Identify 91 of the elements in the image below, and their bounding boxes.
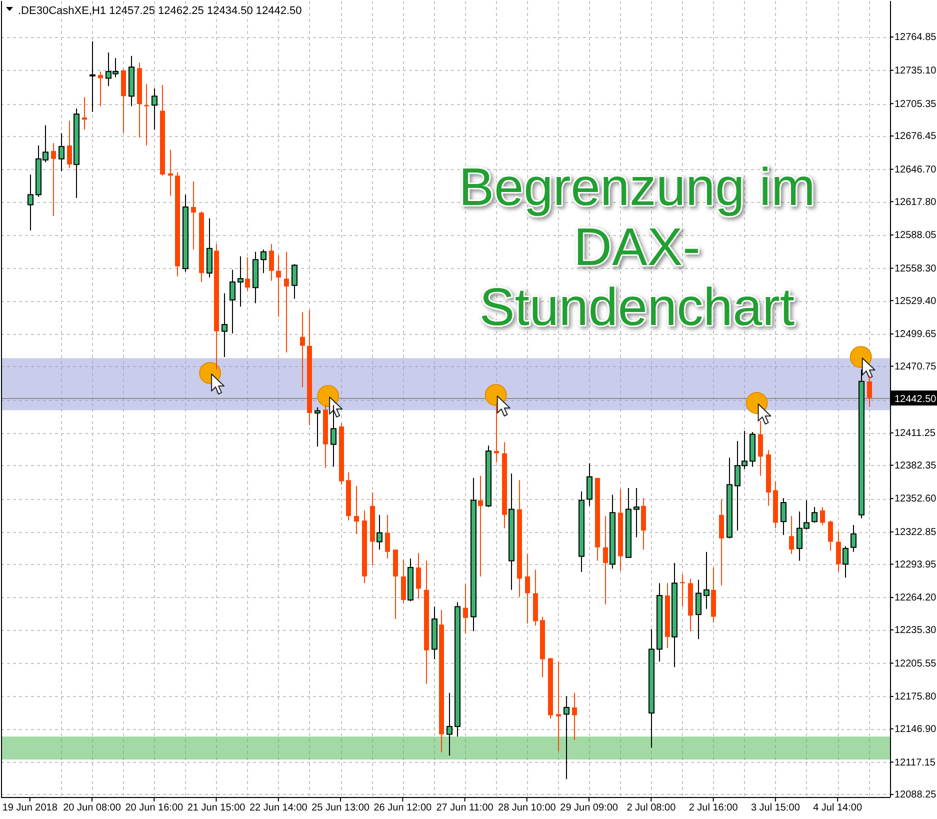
x-tick-label: 2 Jul 08:00 (626, 802, 676, 814)
candlestick (842, 546, 848, 578)
x-tick-label: 21 Jun 15:00 (187, 802, 246, 814)
y-tick-label: 12322.85 (894, 527, 937, 538)
candlestick (758, 420, 763, 476)
candlestick (152, 88, 158, 130)
candlestick (572, 692, 577, 740)
y-tick-label: 12175.80 (894, 692, 937, 703)
y-tick-label: 12735.10 (894, 66, 937, 76)
candlestick (28, 174, 34, 232)
candlestick (836, 531, 841, 572)
x-tick-label: 4 Jul 14:00 (813, 802, 862, 814)
candlestick (446, 692, 452, 756)
candlestick (284, 251, 289, 354)
candlestick (812, 506, 818, 524)
candlestick (416, 552, 421, 600)
candlestick (98, 71, 103, 107)
x-tick-label: 29 Jun 09:00 (560, 802, 618, 814)
candlestick (269, 243, 274, 282)
candlestick (51, 142, 56, 216)
candlestick (586, 462, 592, 506)
y-tick-label: 12588.05 (894, 230, 937, 242)
candlestick (820, 506, 825, 526)
y-tick-label: 12529.40 (894, 296, 937, 307)
candlestick (354, 485, 359, 534)
y-tick-label: 12558.30 (894, 263, 937, 274)
annotation: Begrenzung im DAX- Stundenchart (458, 158, 816, 337)
candlestick (144, 83, 149, 146)
candlestick (780, 498, 786, 536)
candlestick (260, 249, 266, 274)
candlestick (314, 406, 320, 448)
x-tick-label: 25 Jun 13:00 (312, 802, 370, 814)
candlestick (828, 520, 833, 552)
y-tick-label: 12382.35 (894, 460, 937, 472)
candlestick (478, 475, 483, 577)
candlestick (245, 256, 250, 292)
y-tick-label: 12146.90 (894, 724, 937, 736)
candlestick (401, 559, 406, 604)
candlestick (525, 554, 530, 624)
x-tick-label: 28 Jun 10:00 (498, 802, 556, 814)
candlestick (719, 498, 724, 586)
candlestick (90, 40, 96, 112)
candlestick (376, 514, 382, 550)
candlestick (58, 132, 64, 172)
x-tick-label: 20 Jun 08:00 (63, 802, 122, 814)
candlestick (634, 488, 640, 538)
candlestick (850, 524, 856, 552)
candlestick (238, 256, 244, 308)
y-tick-label: 12764.85 (894, 32, 937, 44)
y-tick-label: 12470.75 (894, 361, 937, 372)
candlestick (300, 312, 305, 388)
x-tick-label: 26 Jun 12:00 (374, 802, 432, 814)
x-tick-label: 20 Jun 16:00 (125, 802, 184, 814)
y-tick-label: 12088.25 (894, 790, 937, 801)
y-tick-label: 12705.35 (894, 98, 937, 110)
y-tick-label: 12235.30 (894, 625, 937, 636)
y-tick-label: 12499.65 (894, 329, 937, 340)
candlestick (603, 515, 608, 605)
y-tick-label: 12352.60 (894, 494, 937, 505)
ref-line-label: 12442.50 (894, 394, 937, 405)
candlestick (704, 551, 710, 610)
x-tick-label: 27 Jun 11:00 (436, 802, 494, 814)
x-tick-label: 22 Jun 14:00 (249, 802, 308, 814)
candlestick (867, 375, 872, 408)
candlestick (385, 514, 390, 560)
y-tick-label: 12293.95 (894, 559, 937, 570)
y-tick-label: 12264.20 (894, 592, 937, 604)
candlestick (330, 404, 336, 468)
candlestick (292, 264, 298, 300)
x-tick-label: 2 Jul 16:00 (688, 802, 738, 814)
candlestick (564, 696, 570, 780)
x-tick-label: 3 Jul 15:00 (750, 802, 800, 814)
y-tick-label: 12117.15 (894, 757, 936, 768)
x-tick-label: 19 Jun 2018 (2, 802, 58, 814)
candlestick (276, 254, 281, 318)
candlestick (67, 120, 72, 168)
y-tick-label: 12646.70 (894, 164, 937, 176)
candlestick (191, 180, 196, 250)
candlestick (789, 515, 794, 555)
candlestick (230, 269, 236, 334)
y-tick-label: 12617.80 (894, 196, 937, 208)
y-tick-label: 12205.55 (894, 658, 937, 670)
chart-title: .DE30CashXE,H1 12457.25 12462.25 12434.50 12442.50 (18, 5, 302, 17)
candlestick (494, 402, 499, 463)
candlestick (696, 579, 702, 640)
candlestick (680, 574, 685, 608)
y-tick-label: 12676.45 (894, 131, 937, 142)
candlestick (463, 584, 468, 634)
candlestick (222, 292, 228, 358)
candlestick (556, 661, 561, 752)
y-tick-label: 12411.25 (894, 428, 936, 440)
